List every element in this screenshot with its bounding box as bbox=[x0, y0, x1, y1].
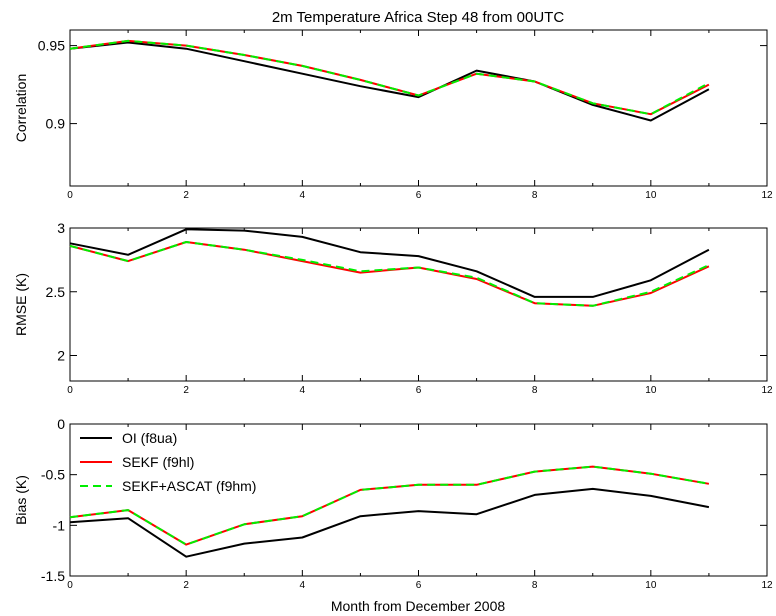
x-tick-label: 10 bbox=[645, 190, 657, 201]
series-line bbox=[69, 241, 710, 307]
series-line bbox=[69, 487, 710, 558]
x-tick-label: 10 bbox=[645, 580, 657, 591]
series-line bbox=[69, 465, 710, 546]
x-tick-label: 0 bbox=[67, 580, 73, 591]
x-tick-label: 4 bbox=[300, 385, 306, 396]
x-tick-label: 12 bbox=[761, 190, 773, 201]
chart-title: 2m Temperature Africa Step 48 from 00UTC bbox=[272, 9, 565, 26]
y-tick-label: 0.95 bbox=[38, 38, 65, 54]
series-line bbox=[69, 39, 710, 116]
y-tick-label: -0.5 bbox=[41, 467, 65, 483]
y-tick-label: 0.9 bbox=[46, 116, 66, 132]
plot-frame bbox=[69, 227, 768, 382]
x-tick-label: 4 bbox=[300, 580, 306, 591]
legend: OI (f8ua) SEKF (f9hl) SEKF+ASCAT (f9hm) bbox=[80, 430, 256, 494]
y-tick-label: 2.5 bbox=[46, 284, 66, 300]
series-line bbox=[69, 228, 710, 298]
x-tick-label: 2 bbox=[183, 385, 189, 396]
panel-3: 0 2 4 6 8 10 12 0 -0.5 -1 -1.5 Bias (K) bbox=[13, 416, 773, 591]
y-axis-label: Bias (K) bbox=[13, 475, 29, 525]
x-tick-label: 12 bbox=[761, 580, 773, 591]
series-line bbox=[69, 241, 710, 307]
y-axis-label: RMSE (K) bbox=[13, 273, 29, 336]
y-tick-label: -1 bbox=[53, 517, 66, 533]
legend-label: SEKF (f9hl) bbox=[122, 454, 194, 470]
x-tick-label: 2 bbox=[183, 190, 189, 201]
x-tick-label: 6 bbox=[416, 580, 422, 591]
legend-label: OI (f8ua) bbox=[122, 430, 177, 446]
series-line bbox=[69, 41, 710, 122]
x-axis-label: Month from December 2008 bbox=[331, 598, 506, 614]
y-tick-label: -1.5 bbox=[41, 568, 65, 584]
chart-panels: 0 2 4 6 8 10 12 0.95 0.9 Correlation 0 2 4 6 8 10 12 3 2.5… bbox=[13, 29, 773, 591]
x-tick-label: 4 bbox=[300, 190, 306, 201]
plot-frame bbox=[69, 423, 768, 577]
x-tick-label: 8 bbox=[532, 190, 538, 201]
y-tick-label: 0 bbox=[57, 416, 65, 432]
legend-label: SEKF+ASCAT (f9hm) bbox=[122, 478, 256, 494]
panel-1: 0 2 4 6 8 10 12 0.95 0.9 Correlation bbox=[13, 29, 773, 201]
x-tick-label: 12 bbox=[761, 385, 773, 396]
x-tick-label: 6 bbox=[416, 190, 422, 201]
x-tick-label: 6 bbox=[416, 385, 422, 396]
x-tick-label: 2 bbox=[183, 580, 189, 591]
x-tick-label: 8 bbox=[532, 580, 538, 591]
x-tick-label: 0 bbox=[67, 385, 73, 396]
x-tick-label: 8 bbox=[532, 385, 538, 396]
y-tick-label: 3 bbox=[57, 220, 65, 236]
y-tick-label: 2 bbox=[57, 348, 65, 364]
x-tick-label: 10 bbox=[645, 385, 657, 396]
y-axis-label: Correlation bbox=[13, 74, 29, 142]
series-line bbox=[69, 39, 710, 116]
x-tick-label: 0 bbox=[67, 190, 73, 201]
panel-2: 0 2 4 6 8 10 12 3 2.5 2 RMSE (K) bbox=[13, 220, 773, 396]
